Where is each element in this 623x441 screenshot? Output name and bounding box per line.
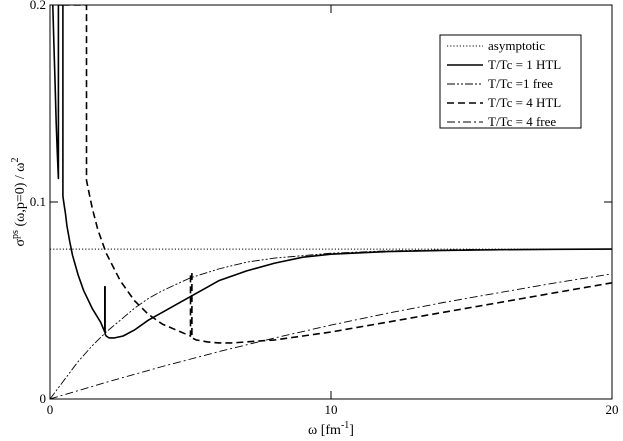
- series-line-t-tc-4-htl: [62, 5, 612, 344]
- legend-label-t-tc-1-htl: T/Tc = 1 HTL: [488, 57, 561, 72]
- y-tick-label: 0.1: [30, 194, 46, 209]
- y-tick-label: 0: [40, 391, 47, 406]
- legend-label-asymptotic: asymptotic: [488, 38, 545, 53]
- legend-box: [439, 34, 582, 129]
- series-layer: [50, 5, 612, 399]
- x-tick-label: 10: [325, 402, 338, 417]
- y-axis-title: σps (ω,p=0) / ω2: [10, 158, 28, 247]
- series-line-t-tc-4-free: [50, 273, 612, 399]
- series-line-t-tc-1-htl: [52, 5, 612, 339]
- legend-label-t-tc-4-htl: T/Tc = 4 HTL: [488, 95, 561, 110]
- legend: asymptotic T/Tc = 1 HTL T/Tc =1 free T/Tc =…: [439, 34, 582, 129]
- x-tick-label: 20: [606, 402, 619, 417]
- y-tick-label: 0.2: [30, 0, 46, 12]
- legend-label-t-tc-4-free: T/Tc = 4 free: [488, 114, 556, 129]
- x-tick-label: 0: [47, 402, 54, 417]
- x-axis-title: ω [fm-1]: [308, 420, 354, 438]
- ticks-layer: 0 10 20 0 0.1 0.2: [30, 0, 619, 417]
- series-line-t-tc-1-free: [50, 248, 612, 399]
- legend-label-t-tc-1-free: T/Tc =1 free: [488, 76, 553, 91]
